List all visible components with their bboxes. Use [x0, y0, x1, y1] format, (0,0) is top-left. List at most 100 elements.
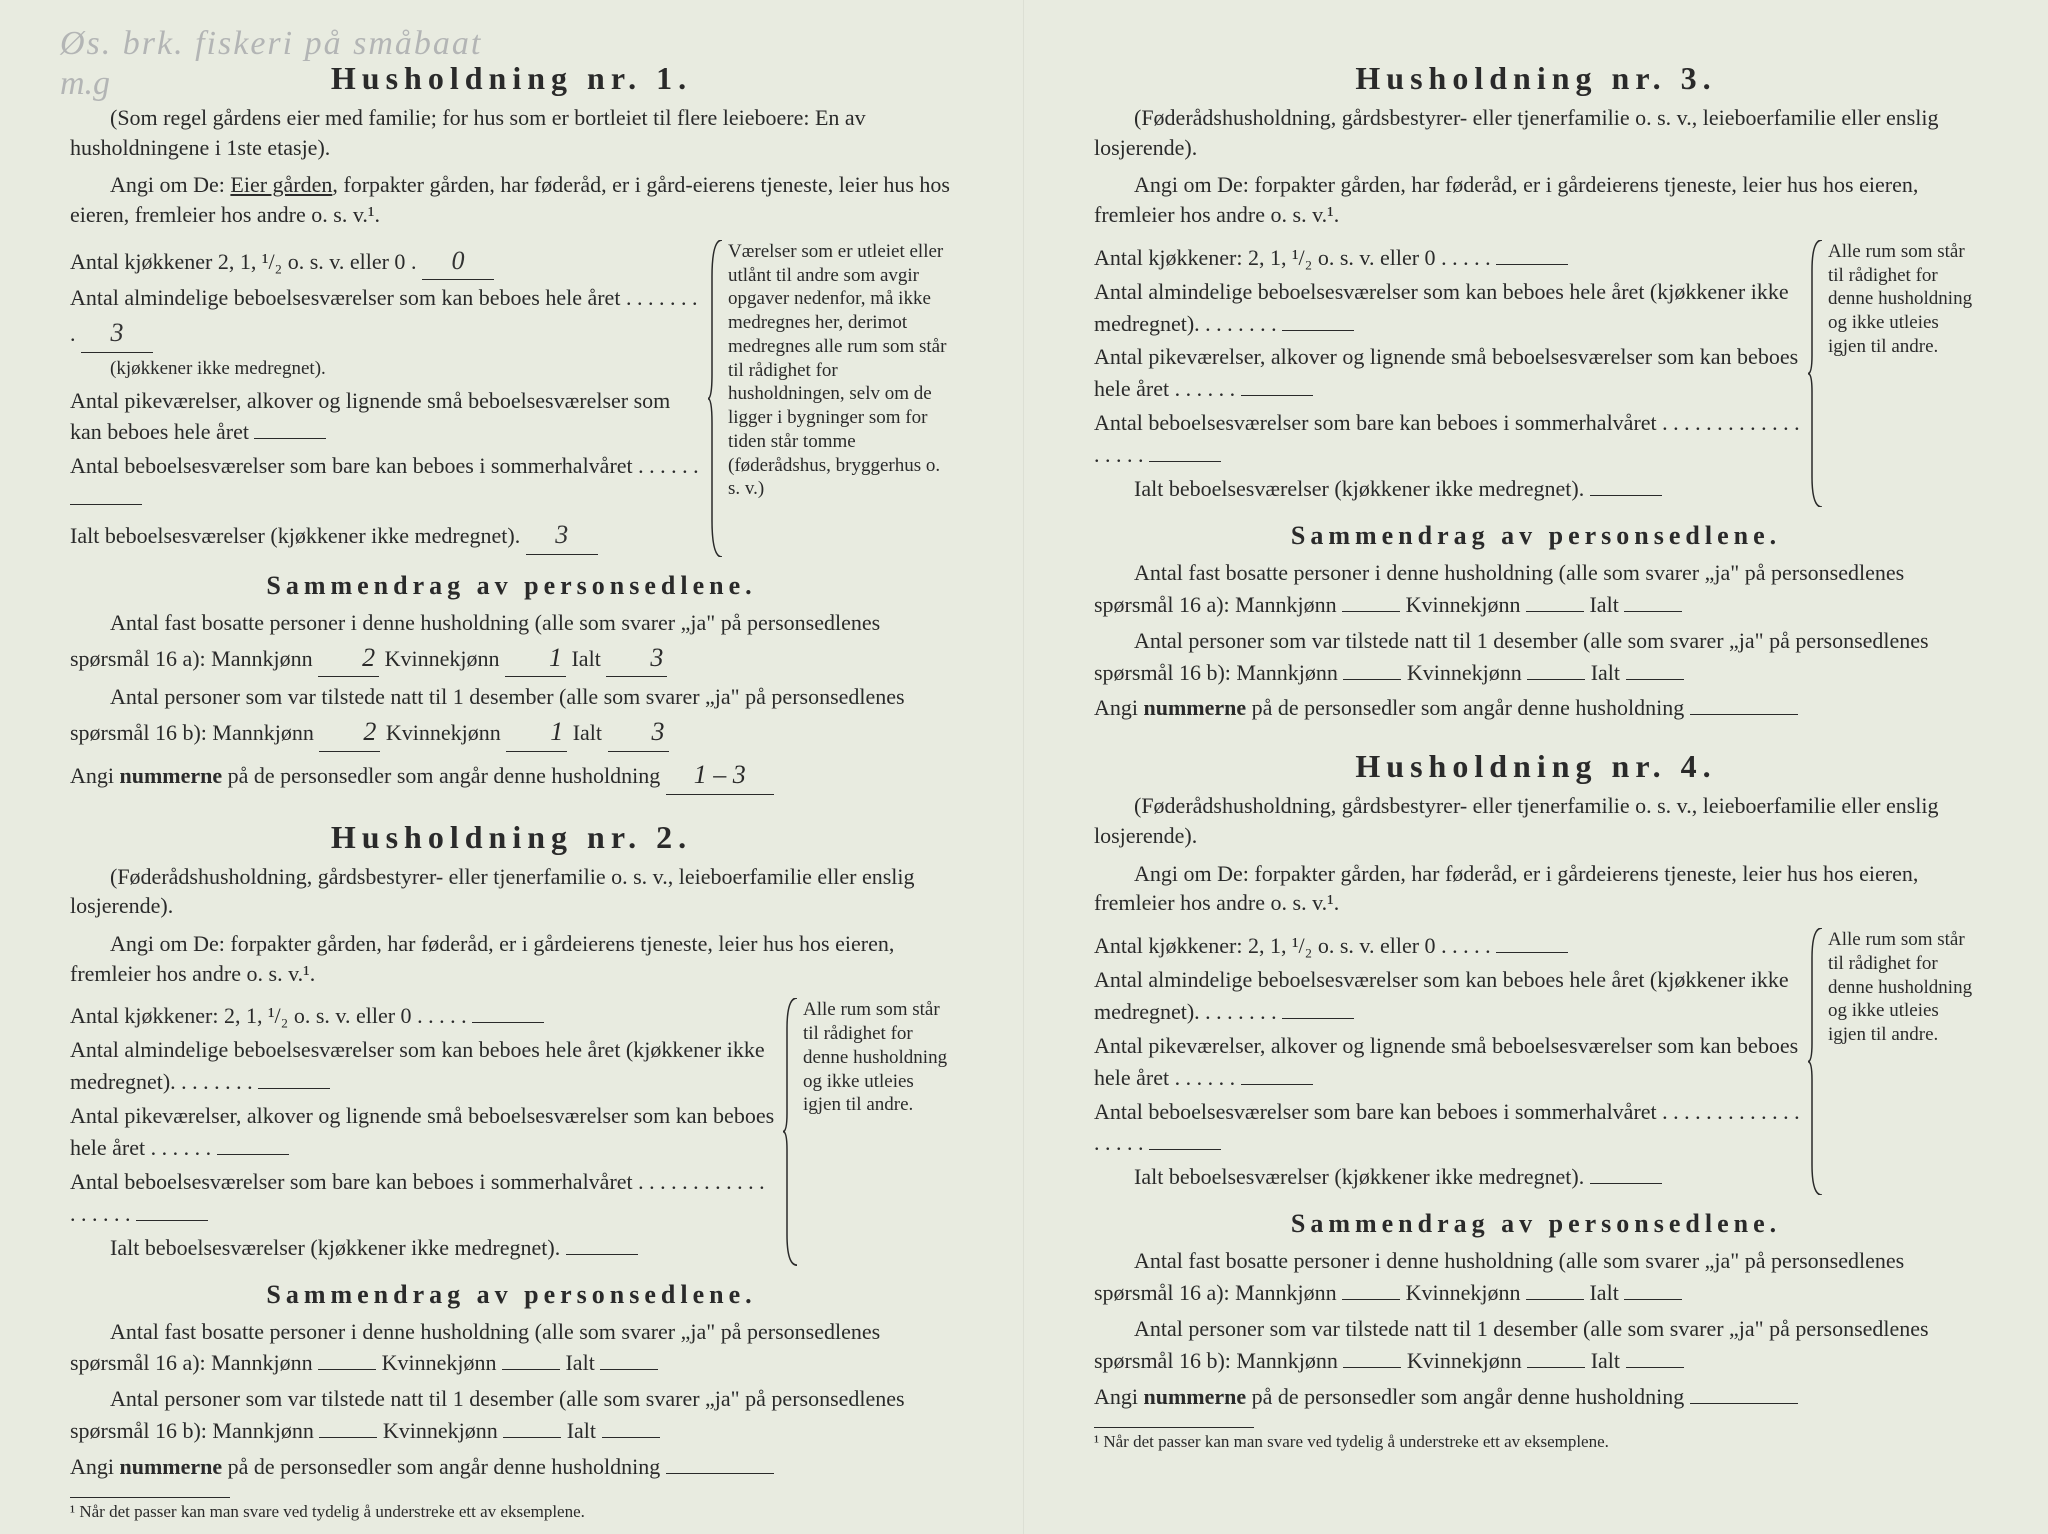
h4-summer-val: [1149, 1149, 1221, 1150]
h1-rooms-val: 3: [81, 314, 153, 353]
h3-rooms-label: Antal almindelige beboelsesværelser som …: [1094, 279, 1789, 336]
h2-p16a-k: [502, 1369, 560, 1370]
h4-ialt-label: Ialt beboelsesværelser (kjøkkener ikke m…: [1134, 1164, 1584, 1189]
left-page: Øs. brk. fiskeri på småbaat m.g Husholdn…: [0, 0, 1024, 1534]
h1-p16a-klabel: Kvinnekjønn: [385, 646, 500, 671]
h1-angi-num-rest: på de personsedler som angår denne husho…: [222, 763, 660, 788]
handwriting-2: m.g: [60, 65, 110, 103]
h4-angi-num-val: [1690, 1403, 1798, 1404]
h3-title: Husholdning nr. 3.: [1094, 60, 1978, 97]
h1-p16b-k: 1: [506, 713, 567, 752]
handwriting-top: Øs. brk. fiskeri på småbaat: [60, 25, 482, 63]
h2-p16a-klabel: Kvinnekjønn: [382, 1350, 497, 1375]
h1-angi-num-val: 1 – 3: [666, 756, 774, 795]
h2-pike-label: Antal pikeværelser, alkover og lignende …: [70, 1103, 774, 1160]
h2-rooms-block: Antal kjøkkener: 2, 1, ¹/₂ o. s. v. elle…: [70, 998, 953, 1265]
h2-angi-num-bold: nummerne: [120, 1454, 223, 1479]
h4-summer-label: Antal beboelsesværelser som bare kan beb…: [1094, 1099, 1657, 1124]
h4-rooms-left: Antal kjøkkener: 2, 1, ¹/₂ o. s. v. elle…: [1094, 928, 1800, 1195]
h1-summer-val: [70, 504, 142, 505]
h1-rooms-block: Antal kjøkkener 2, 1, ¹/₂ o. s. v. eller…: [70, 240, 953, 557]
h4-angi: Angi om De: forpakter gården, har føderå…: [1094, 859, 1978, 918]
h2-p16a: Antal fast bosatte personer i denne hush…: [70, 1316, 953, 1380]
h2-summer-label: Antal beboelsesværelser som bare kan beb…: [70, 1169, 633, 1194]
h4-pike-val: [1241, 1084, 1313, 1085]
h4-p16b-m: [1343, 1367, 1401, 1368]
footnote-rule-right: [1094, 1427, 1254, 1428]
h2-intro: (Føderådshusholdning, gårdsbestyrer- ell…: [70, 862, 953, 921]
h2-angi-num-val: [666, 1473, 774, 1474]
brace-icon: [1808, 928, 1826, 1195]
h2-p16b-i: [602, 1437, 660, 1438]
h1-angi-num: Angi nummerne på de personsedler som ang…: [70, 756, 953, 795]
h1-p16a: Antal fast bosatte personer i denne hush…: [70, 607, 953, 678]
h4-rooms-val: [1282, 1018, 1354, 1019]
h3-kitchens-label: Antal kjøkkener: 2, 1, ¹/₂ o. s. v. elle…: [1094, 245, 1436, 270]
h4-p16a-k: [1526, 1299, 1584, 1300]
h1-sammendrag-title: Sammendrag av personsedlene.: [70, 571, 953, 601]
h4-rooms-block: Antal kjøkkener: 2, 1, ¹/₂ o. s. v. elle…: [1094, 928, 1978, 1195]
h4-intro: (Føderådshusholdning, gårdsbestyrer- ell…: [1094, 791, 1978, 850]
h3-p16a-k: [1526, 611, 1584, 612]
h2-side-note: Alle rum som står til rådighet for denne…: [787, 998, 953, 1265]
h2-sammendrag-title: Sammendrag av personsedlene.: [70, 1280, 953, 1310]
h1-pike-val: [254, 438, 326, 439]
h2-rooms-left: Antal kjøkkener: 2, 1, ¹/₂ o. s. v. elle…: [70, 998, 775, 1265]
brace-icon: [708, 240, 726, 557]
h3-side-note: Alle rum som står til rådighet for denne…: [1812, 240, 1978, 507]
h4-p16a-i: [1624, 1299, 1682, 1300]
h4-p16b-ilabel: Ialt: [1591, 1348, 1620, 1373]
h3-angi-num-val: [1690, 714, 1798, 715]
h4-klabel: Kvinnekjønn: [1406, 1280, 1521, 1305]
h3-summer-val: [1149, 461, 1221, 462]
h3-rooms-val: [1282, 330, 1354, 331]
h4-sammendrag-title: Sammendrag av personsedlene.: [1094, 1209, 1978, 1239]
h1-pike-label: Antal pikeværelser, alkover og lignende …: [70, 388, 670, 445]
h1-rooms-label: Antal almindelige beboelsesværelser som …: [70, 285, 620, 310]
h3-p16b-m: [1343, 679, 1401, 680]
h3-ialt-label: Ialt beboelsesværelser (kjøkkener ikke m…: [1134, 476, 1584, 501]
h2-rooms-label: Antal almindelige beboelsesværelser som …: [70, 1037, 765, 1094]
h2-ialt-val: [566, 1254, 638, 1255]
h1-side-note-text: Værelser som er utleiet eller utlånt til…: [728, 241, 946, 500]
h3-p16a: Antal fast bosatte personer i denne hush…: [1094, 557, 1978, 621]
h3-summer-label: Antal beboelsesværelser som bare kan beb…: [1094, 410, 1657, 435]
h3-pike-label: Antal pikeværelser, alkover og lignende …: [1094, 344, 1798, 401]
h1-p16b-ilabel: Ialt: [573, 720, 602, 745]
h3-p16a-i: [1624, 611, 1682, 612]
h4-p16a-m: [1342, 1299, 1400, 1300]
h4-rooms-label: Antal almindelige beboelsesværelser som …: [1094, 967, 1789, 1024]
h3-sammendrag-title: Sammendrag av personsedlene.: [1094, 521, 1978, 551]
h3-angi: Angi om De: forpakter gården, har føderå…: [1094, 170, 1978, 229]
h1-angi-pre: Angi om De:: [110, 172, 230, 197]
h3-klabel: Kvinnekjønn: [1406, 592, 1521, 617]
h3-intro: (Føderådshusholdning, gårdsbestyrer- ell…: [1094, 103, 1978, 162]
h2-summer-val: [136, 1220, 208, 1221]
h3-pike-val: [1241, 395, 1313, 396]
h1-p16b: Antal personer som var tilstede natt til…: [70, 681, 953, 752]
h1-angi-num-pre: Angi: [70, 763, 120, 788]
h2-p16b-ilabel: Ialt: [567, 1418, 596, 1443]
h4-p16b-k: [1527, 1367, 1585, 1368]
h2-p16b-k: [503, 1437, 561, 1438]
h1-rooms-left: Antal kjøkkener 2, 1, ¹/₂ o. s. v. eller…: [70, 240, 700, 557]
h1-p16b-m: 2: [319, 713, 380, 752]
footnote-right: ¹ Når det passer kan man svare ved tydel…: [1094, 1432, 1978, 1452]
h1-p16a-i: 3: [606, 639, 667, 678]
h1-ialt-val: 3: [526, 516, 598, 555]
h1-p16b-klabel: Kvinnekjønn: [386, 720, 501, 745]
h4-angi-num-pre: Angi: [1094, 1384, 1144, 1409]
h3-angi-num: Angi nummerne på de personsedler som ang…: [1094, 692, 1978, 724]
h3-angi-num-pre: Angi: [1094, 695, 1144, 720]
h1-angi-underline: Eier gården: [230, 172, 332, 197]
h2-angi-num: Angi nummerne på de personsedler som ang…: [70, 1451, 953, 1483]
footnote-rule-left: [70, 1497, 230, 1498]
h3-p16a-m: [1342, 611, 1400, 612]
h2-rooms-val: [258, 1088, 330, 1089]
h4-kitchens-val: [1496, 952, 1568, 953]
h2-p16a-ilabel: Ialt: [565, 1350, 594, 1375]
h4-p16a: Antal fast bosatte personer i denne hush…: [1094, 1245, 1978, 1309]
h1-ialt-label: Ialt beboelsesværelser (kjøkkener ikke m…: [70, 523, 520, 548]
h2-kitchens-val: [472, 1022, 544, 1023]
brace-icon: [783, 998, 801, 1265]
